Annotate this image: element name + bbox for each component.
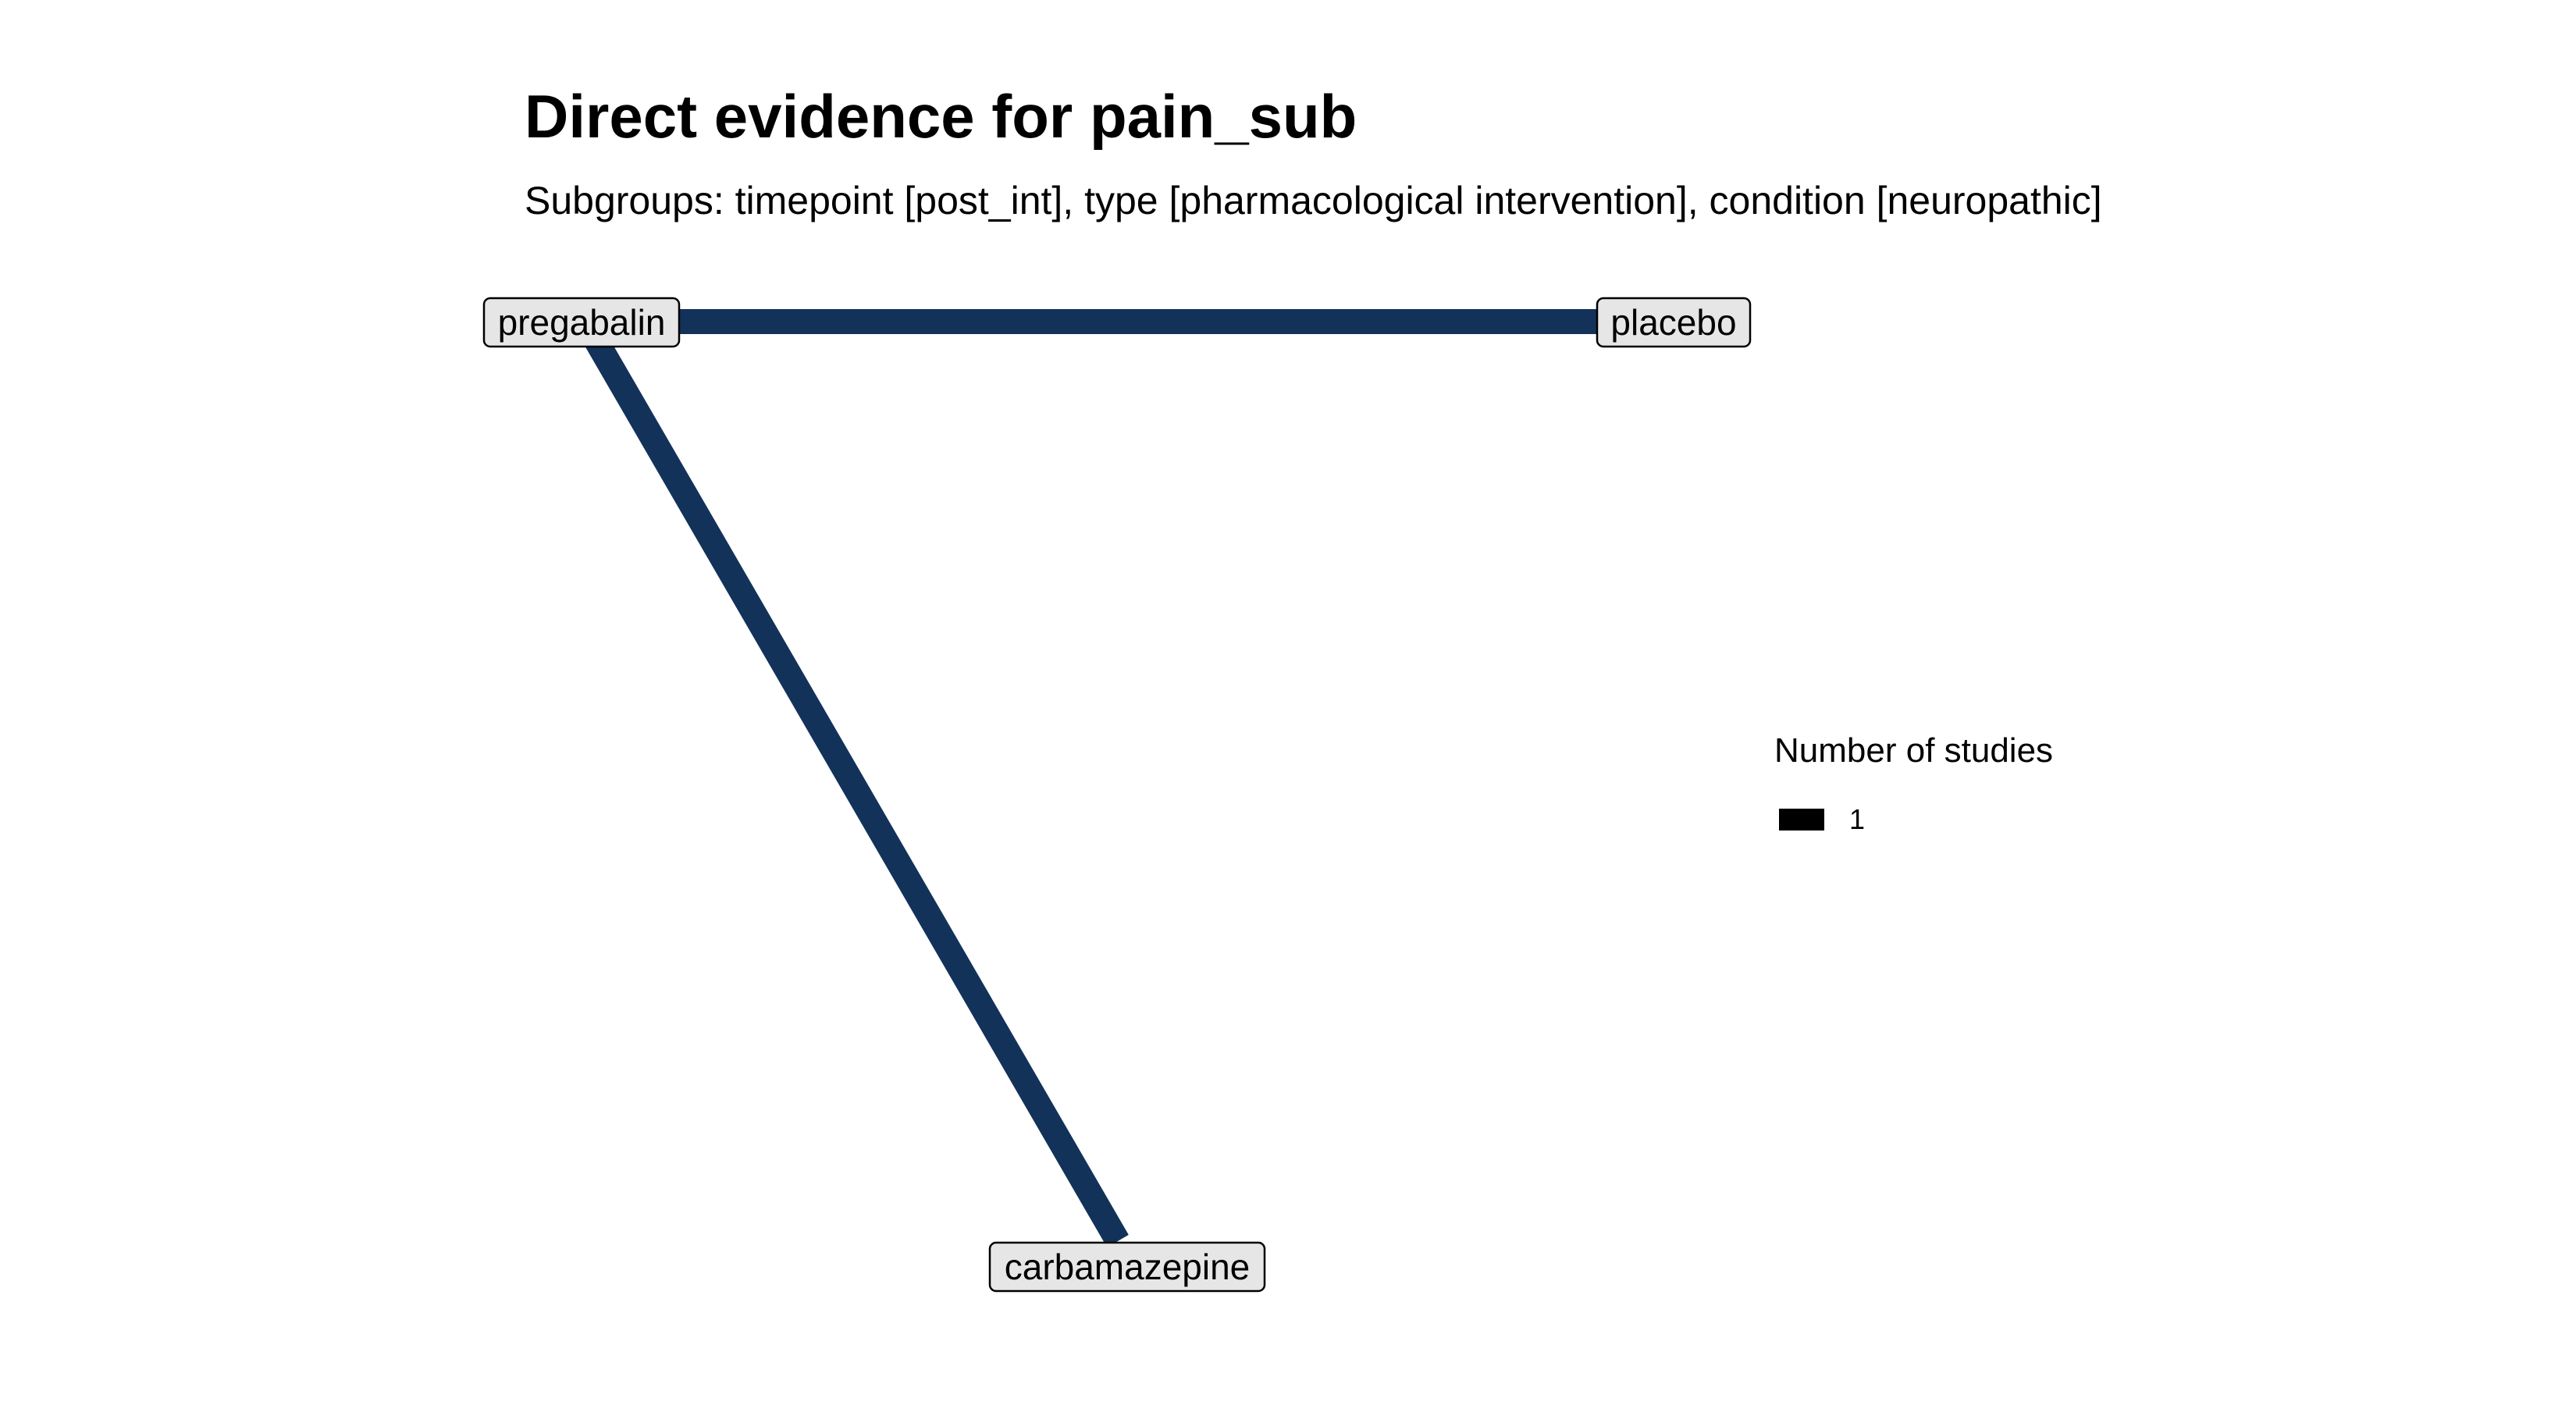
node-placebo-box (1596, 297, 1752, 348)
legend-key-swatch (1779, 809, 1824, 831)
node-placebo-label: placebo (1610, 302, 1736, 343)
network-nodes: pregabalin placebo carbamazepine (482, 297, 1752, 1293)
node-pregabalin-box (482, 297, 681, 348)
node-carbamazepine[interactable]: carbamazepine (988, 1241, 1266, 1293)
legend: Number of studies 1 (1774, 731, 2054, 834)
legend-item-label: 1 (1849, 803, 1866, 835)
chart-subtitle: Subgroups: timepoint [post_int], type [p… (525, 179, 2102, 222)
node-pregabalin[interactable]: pregabalin (482, 297, 681, 348)
edge-pregabalin-carbamazepine (582, 329, 1129, 1248)
node-carbamazepine-box (988, 1241, 1266, 1293)
node-placebo[interactable]: placebo (1596, 297, 1752, 348)
legend-item: 1 (1779, 806, 1865, 834)
network-edges (581, 309, 1672, 1248)
chart-title: Direct evidence for pain_sub (525, 82, 1357, 151)
node-carbamazepine-label: carbamazepine (1005, 1247, 1251, 1287)
node-pregabalin-label: pregabalin (498, 302, 666, 343)
legend-title: Number of studies (1774, 731, 2054, 770)
